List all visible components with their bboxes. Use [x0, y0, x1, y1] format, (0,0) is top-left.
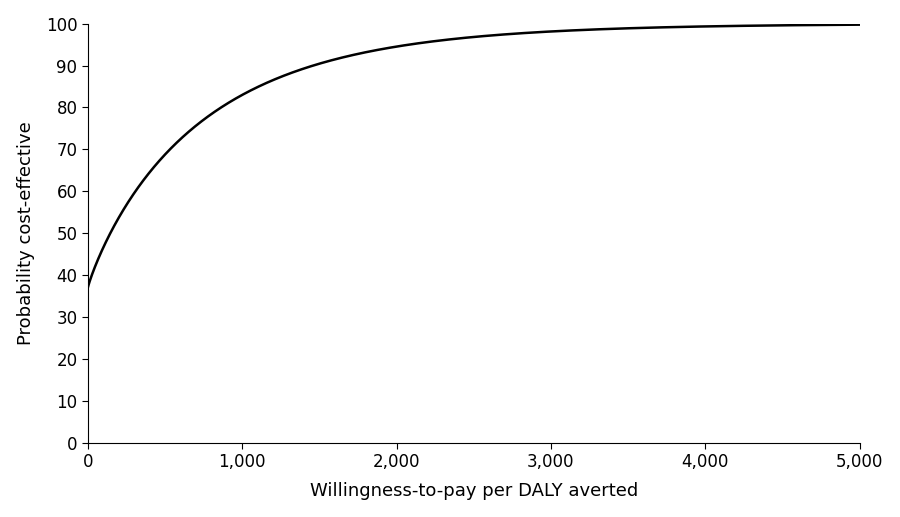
X-axis label: Willingness-to-pay per DALY averted: Willingness-to-pay per DALY averted [310, 482, 638, 500]
Y-axis label: Probability cost-effective: Probability cost-effective [17, 121, 35, 345]
